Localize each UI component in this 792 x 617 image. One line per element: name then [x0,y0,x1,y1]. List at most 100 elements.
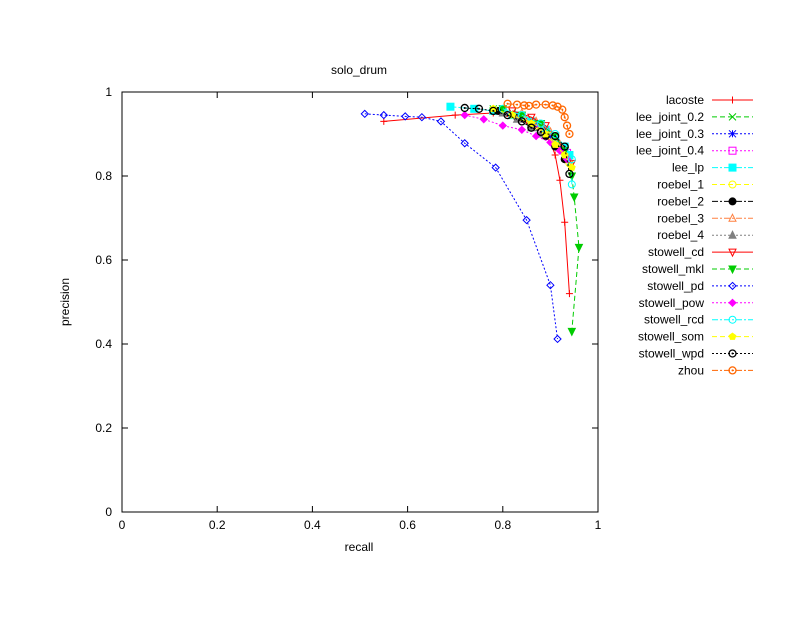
data-point-stowell_som [551,140,560,148]
legend-marker [728,265,737,275]
data-point-stowell_wpd-dot [492,109,495,112]
data-point-stowell_som [567,163,576,171]
plot-frame [121,91,599,513]
legend-marker [728,197,737,206]
legend-label: stowell_wpd [639,347,704,361]
data-point-zhou [524,101,534,111]
data-point-zhou-dot [527,104,530,107]
data-point-zhou [562,121,572,130]
data-point-stowell_pd [522,215,531,225]
legend-marker [728,213,737,222]
data-point-zhou [520,101,529,110]
data-point-stowell_wpd [560,142,569,151]
legend-marker-ring [728,366,737,375]
data-point-stowell_rcd [567,155,576,164]
series-line-lacoste [383,112,570,294]
data-point-zhou-dot [523,104,526,107]
legend-marker [728,163,737,172]
legend-label: stowell_pd [647,279,704,293]
data-point-zhou-ring [531,100,541,109]
series-line-roebel_4 [502,112,542,135]
data-point-zhou [503,99,512,108]
series-stowell_rcd [498,104,576,189]
legend-label: stowell_cd [648,245,704,259]
legend-marker [728,281,737,291]
data-point-zhou-ring [520,101,529,110]
data-point-stowell_cd [527,113,536,123]
legend-marker [728,113,737,121]
series-line-stowell_wpd [464,107,570,174]
series-stowell_mkl [498,105,584,337]
data-point-stowell_wpd-ring [565,169,574,179]
data-point-zhou-dot [544,103,547,106]
legend-label: stowell_mkl [642,262,704,276]
data-point-stowell_mkl [567,327,577,337]
data-point-zhou [560,113,569,122]
data-point-stowell_wpd-ring [551,131,560,141]
y-tick-label: 0.8 [95,169,112,183]
data-point-stowell_wpd [536,127,546,137]
data-point-lacoste [556,176,564,184]
data-point-zhou-dot [551,104,554,107]
series-line-stowell_rcd [502,108,573,185]
y-tick-label: 0.6 [95,253,112,267]
data-point-zhou-ring [562,121,572,130]
legend-marker-dot [731,369,734,372]
data-point-zhou-dot [566,124,569,127]
legend-label: stowell_rcd [644,313,704,327]
data-point-zhou [558,105,567,114]
data-point-zhou-ring [558,105,567,114]
data-point-zhou-dot [516,103,519,106]
data-point-stowell_pd [491,163,500,172]
data-point-stowell_pow [517,125,527,135]
data-point-stowell_mkl [569,193,579,203]
data-point-stowell_wpd [474,104,484,113]
data-point-stowell_wpd [489,106,498,116]
legend: lacoste lee_joint_0.2 lee_joint_0.3 lee_joi… [636,93,753,377]
x-tick-label: 0.2 [209,518,226,532]
data-point-stowell_pow [498,121,508,130]
legend-marker [728,315,737,324]
series-zhou [503,99,574,139]
x-tick-label: 1 [595,518,602,532]
data-point-stowell_rcd [567,180,576,189]
data-point-lacoste [451,111,459,119]
legend-marker [728,248,737,258]
legend-marker [728,230,737,239]
y-tick-label: 0.4 [95,337,112,351]
data-point-stowell_wpd-ring [460,103,469,113]
data-point-stowell_wpd-dot [478,107,480,110]
legend-label: roebel_4 [657,228,704,242]
data-point-stowell_wpd-dot [554,135,557,138]
data-point-stowell_wpd [503,110,512,120]
data-point-zhou-ring [503,99,512,108]
x-axis-label: recall [345,540,374,554]
data-point-stowell_rcd [536,119,545,128]
data-point-lacoste [551,151,559,159]
data-point-zhou-dot [556,105,559,108]
data-point-stowell_wpd-dot [506,114,509,117]
data-point-stowell_wpd-ring [536,127,546,137]
data-point-stowell_wpd-dot [563,145,566,148]
data-point-zhou-dot [561,108,564,111]
legend-label: stowell_som [638,330,704,344]
data-point-stowell_pow [460,110,469,120]
data-point-stowell_wpd [460,103,469,113]
data-point-stowell_rcd [517,111,526,120]
legend-marker [728,180,737,189]
legend-marker [728,332,737,340]
data-point-stowell_wpd-dot [568,172,571,175]
data-point-zhou-dot [563,116,566,119]
legend-label: roebel_2 [657,194,704,208]
data-point-stowell_pow [479,115,488,124]
legend-label: lee_joint_0.4 [636,144,704,158]
legend-marker [729,96,736,104]
data-point-lee_joint_0.3 [532,119,540,128]
data-point-stowell_wpd-ring [517,117,526,126]
data-point-lacoste [561,218,569,226]
legend-marker [728,146,737,155]
data-point-zhou [548,101,557,110]
data-point-stowell_wpd-ring [560,142,569,151]
